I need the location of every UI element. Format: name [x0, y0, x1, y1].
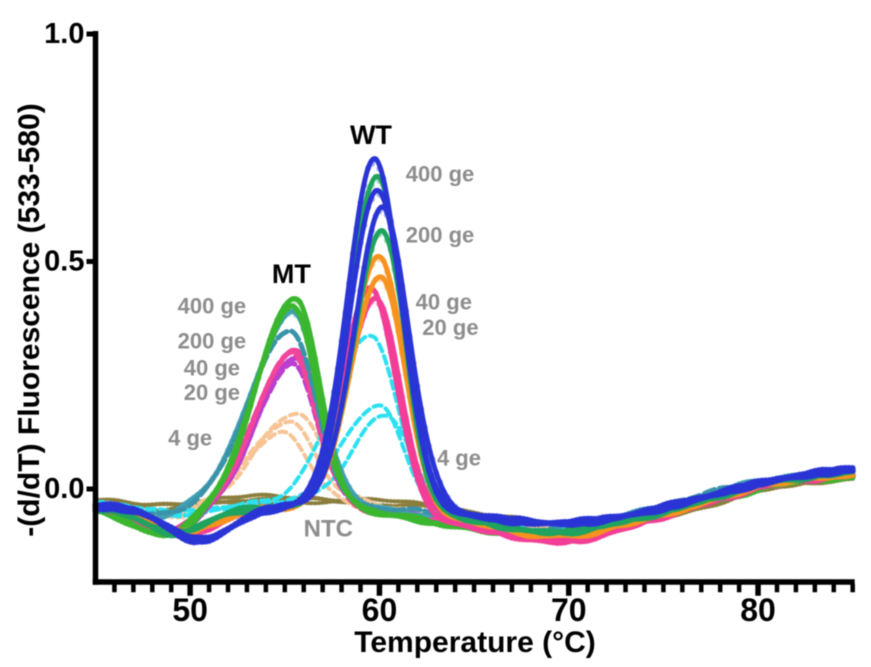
annotation-wt20: 20 ge: [422, 315, 478, 340]
curves-layer: [92, 155, 856, 547]
annotation-wt4: 4 ge: [437, 446, 481, 471]
annotation-wt40: 40 ge: [416, 289, 472, 314]
annotation-mt4: 4 ge: [168, 426, 212, 451]
x-tick-label-80: 80: [740, 592, 776, 628]
annotation-wt200: 200 ge: [406, 223, 475, 248]
annotation-mt400: 400 ge: [178, 294, 247, 319]
annotation-ntc: NTC: [304, 516, 353, 543]
x-tick-label-50: 50: [172, 592, 208, 628]
annotation-mt20: 20 ge: [184, 380, 240, 405]
y-tick-label-1.0: 1.0: [44, 18, 84, 50]
x-tick-label-60: 60: [362, 592, 398, 628]
y-axis-title: -(d/dT) Fluorescence (533-580): [13, 103, 46, 536]
annotation-wt400: 400 ge: [406, 162, 475, 187]
axes-layer: 0.0 0.5 1.0 50 60 70 80 Temperature (°C) -(d/dT)…: [13, 18, 855, 659]
y-tick-label-0.5: 0.5: [44, 246, 84, 278]
curve-wt-400-ge-rep3: [93, 204, 856, 545]
x-tick-label-70: 70: [551, 592, 587, 628]
y-tick-label-0.0: 0.0: [44, 473, 84, 505]
x-axis-title: Temperature (°C): [354, 626, 595, 659]
annotation-wt: WT: [350, 120, 392, 150]
annotation-mt40: 40 ge: [184, 355, 240, 380]
annotation-mt: MT: [272, 259, 311, 289]
annotation-mt200: 200 ge: [178, 329, 247, 354]
